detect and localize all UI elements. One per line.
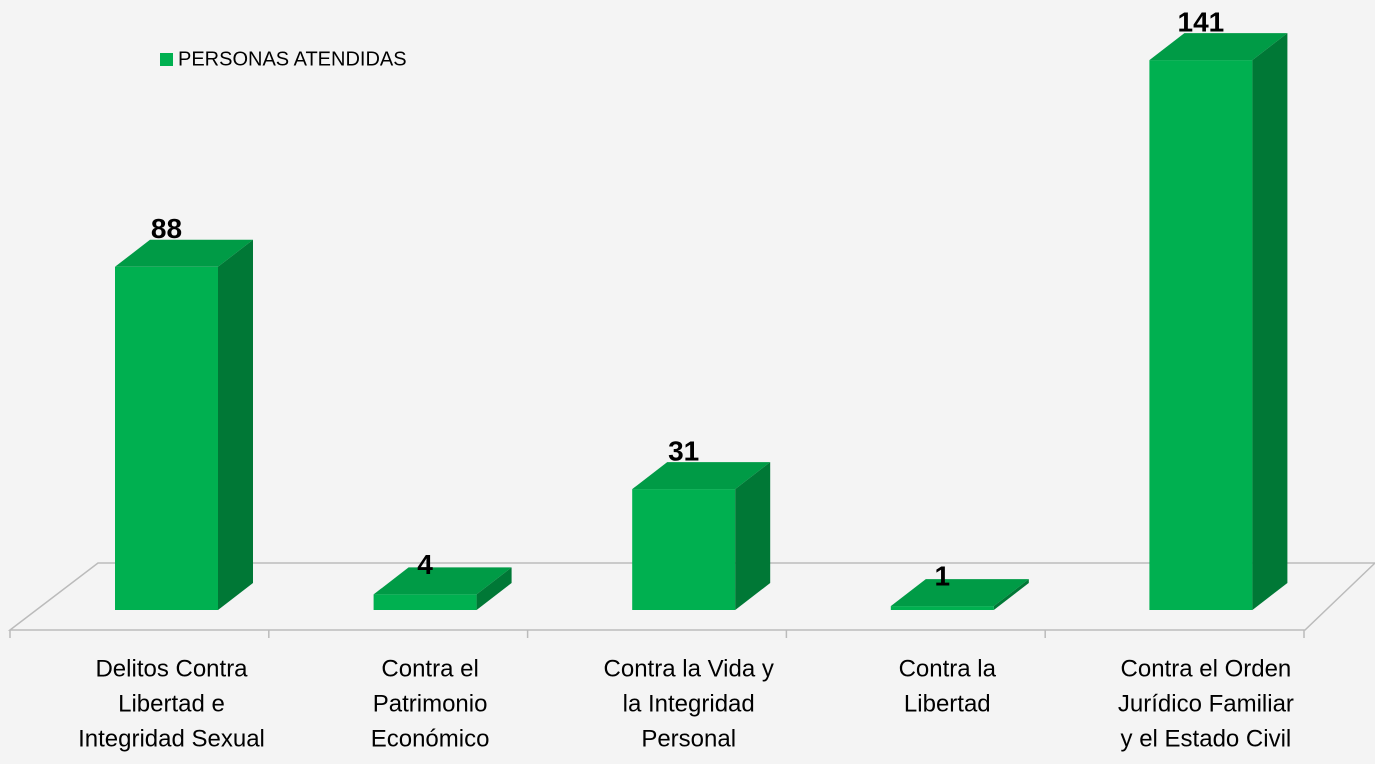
legend-label: PERSONAS ATENDIDAS bbox=[178, 48, 407, 70]
bar-top bbox=[632, 462, 771, 490]
bar-top bbox=[373, 567, 512, 595]
bar-side bbox=[735, 462, 771, 610]
data-label: 141 bbox=[1178, 6, 1225, 37]
x-tick-label: Libertad bbox=[904, 690, 991, 717]
x-tick-label: Contra la bbox=[899, 655, 997, 682]
x-tick-label: la Integridad bbox=[623, 690, 755, 717]
x-tick-label: Personal bbox=[641, 725, 736, 752]
bar-side bbox=[218, 239, 253, 611]
x-tick-label: Libertad e bbox=[118, 690, 225, 717]
x-tick-label: Contra la Vida y bbox=[604, 655, 774, 682]
x-tick-label: Económico bbox=[371, 725, 490, 752]
bar-side bbox=[993, 579, 1029, 610]
data-label: 4 bbox=[417, 549, 433, 580]
x-tick-label: Patrimonio bbox=[373, 690, 488, 717]
x-tick-label: y el Estado Civil bbox=[1121, 725, 1292, 752]
data-label: 88 bbox=[151, 213, 182, 244]
bar-top bbox=[890, 579, 1029, 607]
x-tick-label: Jurídico Familiar bbox=[1118, 690, 1294, 717]
x-tick-label: Integridad Sexual bbox=[78, 725, 265, 752]
bar-front bbox=[1149, 60, 1253, 611]
bar-side bbox=[1252, 33, 1288, 611]
x-tick-label: Contra el bbox=[381, 655, 478, 682]
bar-front bbox=[115, 266, 218, 610]
bar-side bbox=[476, 567, 512, 610]
data-label: 1 bbox=[935, 560, 951, 591]
bar-front bbox=[373, 594, 477, 610]
x-tick-label: Contra el Orden bbox=[1121, 655, 1292, 682]
bar-front bbox=[632, 489, 736, 610]
data-label: 31 bbox=[668, 435, 699, 466]
bar-top bbox=[115, 239, 253, 267]
bar-front bbox=[890, 606, 994, 610]
floor bbox=[7, 562, 1375, 631]
bar-top bbox=[1149, 33, 1288, 61]
legend-swatch bbox=[160, 53, 173, 66]
x-tick-label: Delitos Contra bbox=[95, 655, 248, 682]
